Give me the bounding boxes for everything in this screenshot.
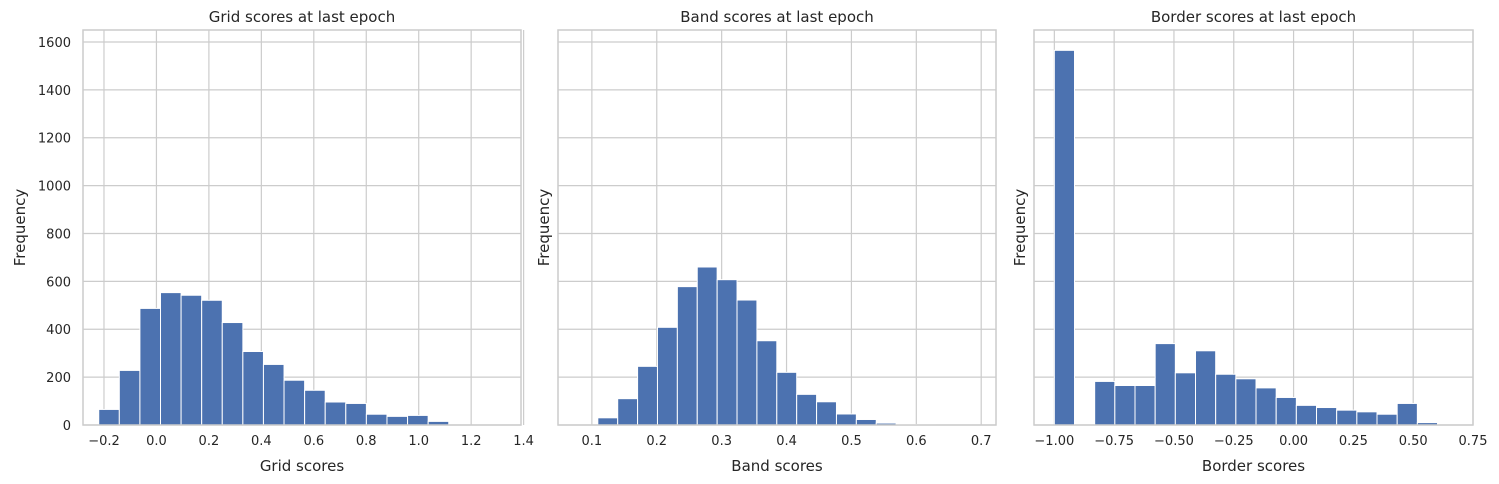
x-tick-label: −0.50 [1154,434,1194,449]
x-tick-label: 0.6 [906,434,927,449]
x-tick-label: 0.8 [356,434,377,449]
histogram-bar [756,340,778,426]
histogram-bar [201,299,223,426]
x-tick-label: 0.0 [146,434,167,449]
histogram-bar [1134,385,1156,426]
y-tick-label: 0 [63,419,71,434]
histogram-bar [1195,350,1217,426]
y-tick-label: 400 [46,323,71,338]
histogram-bar [1114,385,1136,426]
histogram-bar [1154,343,1176,426]
histogram-bar [262,363,285,426]
x-axis-label: Band scores [731,457,823,475]
x-tick-label: 1.2 [461,434,482,449]
histogram-bar [1275,396,1297,426]
x-tick-label: 0.4 [776,434,797,449]
histogram-bar [696,266,718,426]
x-tick-label: 0.6 [303,434,324,449]
x-tick-label: −0.2 [88,434,120,449]
x-tick-label: 0.75 [1459,434,1488,449]
histogram-panel-2: 0.1 0.2 0.3 0.4 0.5 0.6 0.7 Band scores at last… [535,8,997,475]
histogram-bar [1295,404,1318,426]
histogram-bar [1094,380,1116,426]
axes-frame [557,29,997,426]
y-tick-label: 200 [46,371,71,386]
y-axis-label: Frequency [11,189,29,267]
histogram-bar [365,413,388,426]
y-tick-label: 1200 [38,132,71,147]
x-tick-label: 1.4 [513,434,534,449]
histogram-bar [345,402,367,426]
histogram-bar [1255,387,1277,426]
histogram-bar [283,379,306,426]
histogram-bar [221,322,244,426]
histogram-bar [1235,378,1257,426]
histogram-bar [816,401,837,426]
x-tick-label: 1.0 [408,434,429,449]
x-axis-label: Grid scores [260,457,345,475]
y-tick-label: 1600 [38,36,71,51]
histogram-bar [160,292,182,426]
histogram-bar [776,371,798,426]
y-tick-label: 1400 [38,84,71,99]
y-axis-label: Frequency [1011,189,1029,267]
histogram-bar [180,294,203,426]
x-tick-label: 0.7 [971,434,992,449]
x-tick-label: 0.3 [711,434,732,449]
histogram-bar [1396,402,1418,426]
histogram-bar [1376,413,1398,426]
x-tick-label: 0.2 [646,434,667,449]
histogram-panel-1: −0.2 0.0 0.2 0.4 0.6 0.8 1.0 1.2 1.4 0 200 400 600 80… [11,8,534,475]
histogram-bar [676,286,698,426]
histogram-panel-3: −1.00 −0.75 −0.50 −0.25 0.00 0.25 0.50 0.75 Bord… [1011,8,1487,475]
y-tick-label: 600 [46,275,71,290]
histogram-bar [1053,49,1076,426]
x-tick-label: 0.00 [1279,434,1308,449]
histogram-bar [1356,411,1378,426]
histogram-bar [597,417,619,426]
histogram-bar [1215,373,1237,426]
axes-frame [82,29,522,426]
histogram-bar [716,279,738,426]
x-axis-label: Border scores [1202,457,1305,475]
histogram-bar [407,414,429,426]
histogram-bar [139,307,162,426]
histogram-bar [835,413,857,426]
histogram-bar [118,369,141,426]
y-tick-label: 1000 [38,180,71,195]
histogram-bar [304,389,326,426]
histogram-bar [98,408,120,426]
x-tick-label: 0.1 [582,434,603,449]
x-tick-label: 0.5 [841,434,862,449]
histogram-bar [324,401,347,426]
chart-title: Border scores at last epoch [1151,8,1356,26]
histogram-bar [1174,372,1197,426]
axes-frame [1033,29,1474,426]
y-axis-label: Frequency [535,189,553,267]
histogram-bar [796,393,818,426]
x-tick-label: −0.25 [1214,434,1254,449]
histogram-bar [736,299,758,426]
chart-title: Grid scores at last epoch [209,8,395,26]
x-tick-label: 0.2 [199,434,220,449]
x-tick-label: 0.25 [1339,434,1368,449]
x-tick-label: −0.75 [1094,434,1134,449]
histogram-bar [386,415,409,426]
y-tick-label: 800 [46,227,71,242]
histogram-bar [1316,407,1338,426]
histogram-bar [1336,409,1358,426]
histogram-bar [855,418,877,426]
x-tick-label: −1.00 [1034,434,1074,449]
histogram-bar [656,326,678,426]
histogram-bar [617,398,639,426]
chart-title: Band scores at last epoch [680,8,874,26]
histogram-bar [242,351,264,426]
x-tick-label: 0.50 [1399,434,1428,449]
histogram-bar [637,365,658,426]
x-tick-label: 0.4 [251,434,272,449]
